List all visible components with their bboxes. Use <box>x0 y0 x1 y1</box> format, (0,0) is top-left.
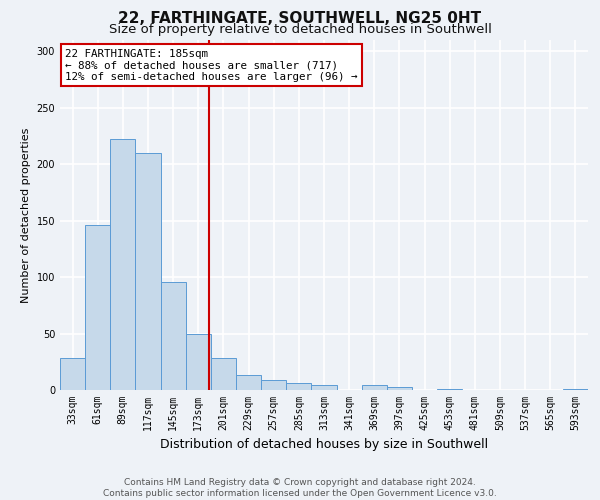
Bar <box>437 389 462 390</box>
Bar <box>387 386 412 390</box>
Bar <box>85 225 110 390</box>
Text: Size of property relative to detached houses in Southwell: Size of property relative to detached ho… <box>109 22 491 36</box>
Bar <box>261 380 286 390</box>
Bar <box>362 386 387 390</box>
Y-axis label: Number of detached properties: Number of detached properties <box>21 128 31 302</box>
Bar <box>136 153 161 390</box>
Bar <box>563 389 588 390</box>
Text: Contains HM Land Registry data © Crown copyright and database right 2024.
Contai: Contains HM Land Registry data © Crown c… <box>103 478 497 498</box>
Bar <box>110 140 136 390</box>
Bar <box>286 383 311 390</box>
Bar <box>311 386 337 390</box>
Text: 22 FARTHINGATE: 185sqm
← 88% of detached houses are smaller (717)
12% of semi-de: 22 FARTHINGATE: 185sqm ← 88% of detached… <box>65 49 358 82</box>
Text: 22, FARTHINGATE, SOUTHWELL, NG25 0HT: 22, FARTHINGATE, SOUTHWELL, NG25 0HT <box>118 11 482 26</box>
X-axis label: Distribution of detached houses by size in Southwell: Distribution of detached houses by size … <box>160 438 488 452</box>
Bar <box>161 282 186 390</box>
Bar <box>211 358 236 390</box>
Bar <box>236 376 261 390</box>
Bar <box>60 358 85 390</box>
Bar <box>186 334 211 390</box>
